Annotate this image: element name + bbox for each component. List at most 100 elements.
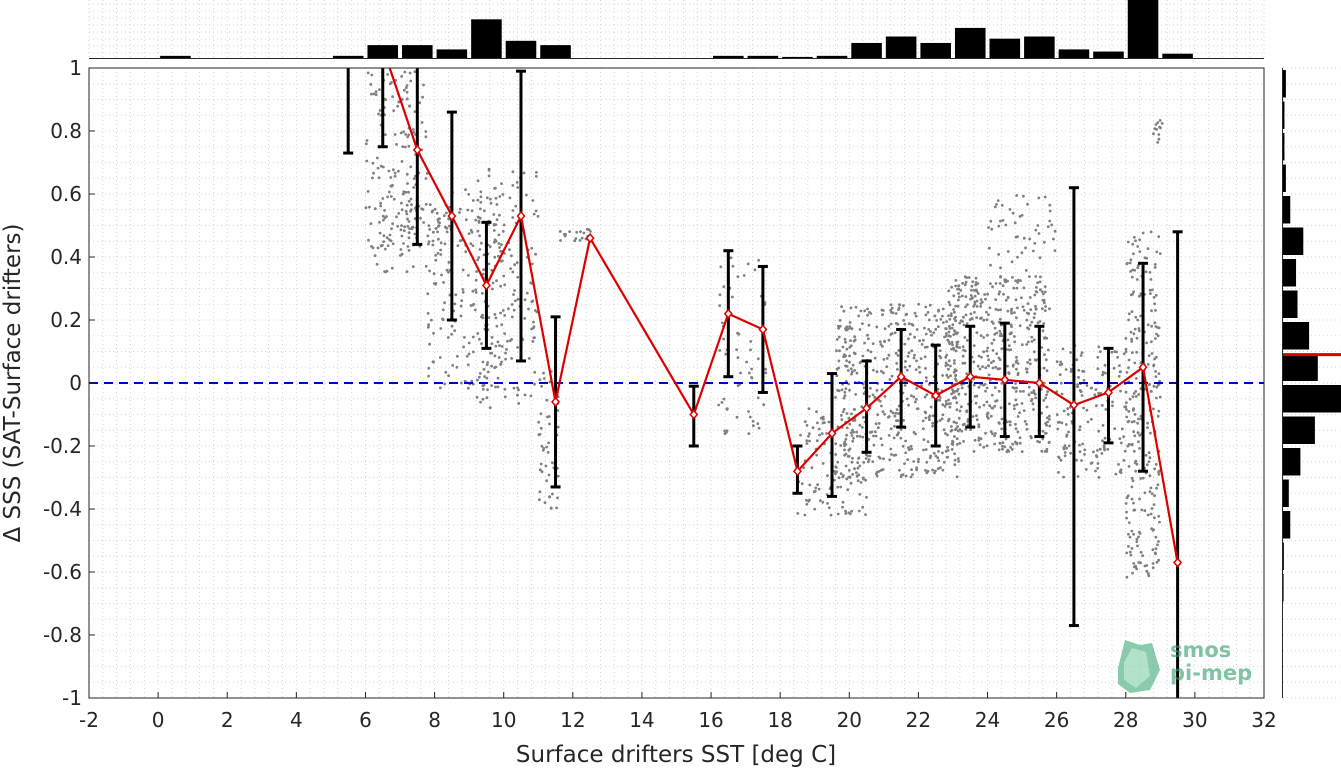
scatter-point [530,246,534,250]
scatter-point [861,505,865,509]
scatter-point [1136,544,1139,548]
scatter-point [924,469,927,472]
right-histogram-bar [1283,479,1289,507]
scatter-point [482,367,486,371]
scatter-point [412,130,416,134]
scatter-point [490,384,493,387]
scatter-point [510,303,514,306]
scatter-point [488,245,492,249]
scatter-point [998,441,1002,445]
scatter-point [409,165,413,169]
scatter-point [903,342,907,346]
scatter-point [469,228,473,232]
scatter-point [1039,275,1042,279]
scatter-point [391,183,394,187]
scatter-point [530,262,534,266]
scatter-point [382,218,385,222]
mean-series [388,67,1183,568]
scatter-point [1129,553,1133,557]
scatter-point [983,293,987,296]
scatter-point [1060,381,1063,385]
scatter-point [883,412,886,416]
scatter-point [929,405,933,409]
scatter-point [404,190,408,194]
scatter-point [850,372,853,376]
scatter-point [1132,392,1136,395]
scatter-point [837,326,840,330]
scatter-point [1023,420,1027,423]
scatter-point [846,488,850,492]
scatter-point [986,346,990,350]
scatter-point [991,349,995,352]
scatter-point [982,445,986,449]
scatter-point [962,422,966,426]
scatter-point [848,388,851,392]
scatter-point [973,438,977,442]
scatter-point [1006,338,1010,342]
scatter-point [987,226,990,229]
scatter-point [481,360,485,364]
scatter-point [1026,340,1030,344]
scatter-point [1125,496,1129,500]
scatter-point [845,359,848,363]
scatter-point [818,433,821,437]
scatter-point [887,338,891,342]
scatter-point [922,448,925,452]
scatter-point [1112,366,1116,370]
scatter-point [907,448,911,452]
top-histogram-bar [885,36,917,58]
scatter-point [924,376,928,379]
scatter-point [527,307,530,311]
mean-point [481,280,491,291]
scatter-point [1156,543,1159,547]
scatter-point [850,460,854,464]
scatter-point [920,343,924,346]
scatter-point [1016,362,1020,365]
scatter-point [1127,312,1131,316]
scatter-point [1007,450,1011,453]
scatter-point [445,226,449,230]
scatter-point [869,386,872,390]
scatter-point [558,230,562,233]
x-tick-label: 8 [428,708,441,732]
scatter-point [549,507,553,510]
scatter-point [963,361,967,365]
scatter-point [1067,430,1070,434]
scatter-point [963,336,967,339]
scatter-point [958,409,962,413]
scatter-point [905,368,909,372]
scatter-point [1028,358,1032,362]
scatter-point [962,323,966,327]
scatter-point [500,360,503,364]
scatter-point [935,319,938,322]
scatter-point [1007,344,1011,347]
scatter-point [841,345,845,349]
scatter-point [412,128,415,131]
scatter-point [909,444,913,448]
scatter-point [1036,321,1040,325]
scatter-point [1132,235,1136,239]
scatter-point [1010,311,1013,315]
scatter-point [1134,565,1137,569]
scatter-point [1132,562,1136,565]
scatter-point [1011,211,1015,215]
scatter-point [846,369,850,372]
scatter-point [985,310,988,314]
scatter-point [1130,275,1134,279]
scatter-point [1028,237,1032,241]
scatter-point [845,412,849,415]
scatter-point [834,442,838,446]
scatter-point [1158,520,1161,524]
scatter-point [934,454,938,458]
scatter-point [990,320,994,324]
scatter-point [1137,327,1141,330]
scatter-point [942,321,945,324]
scatter-point [1014,390,1018,393]
scatter-point [807,434,810,438]
scatter-point [1158,252,1162,256]
scatter-point [978,405,981,409]
scatter-point [1139,314,1143,318]
scatter-point [1078,443,1081,447]
scatter-point [949,402,952,405]
scatter-point [942,460,946,464]
